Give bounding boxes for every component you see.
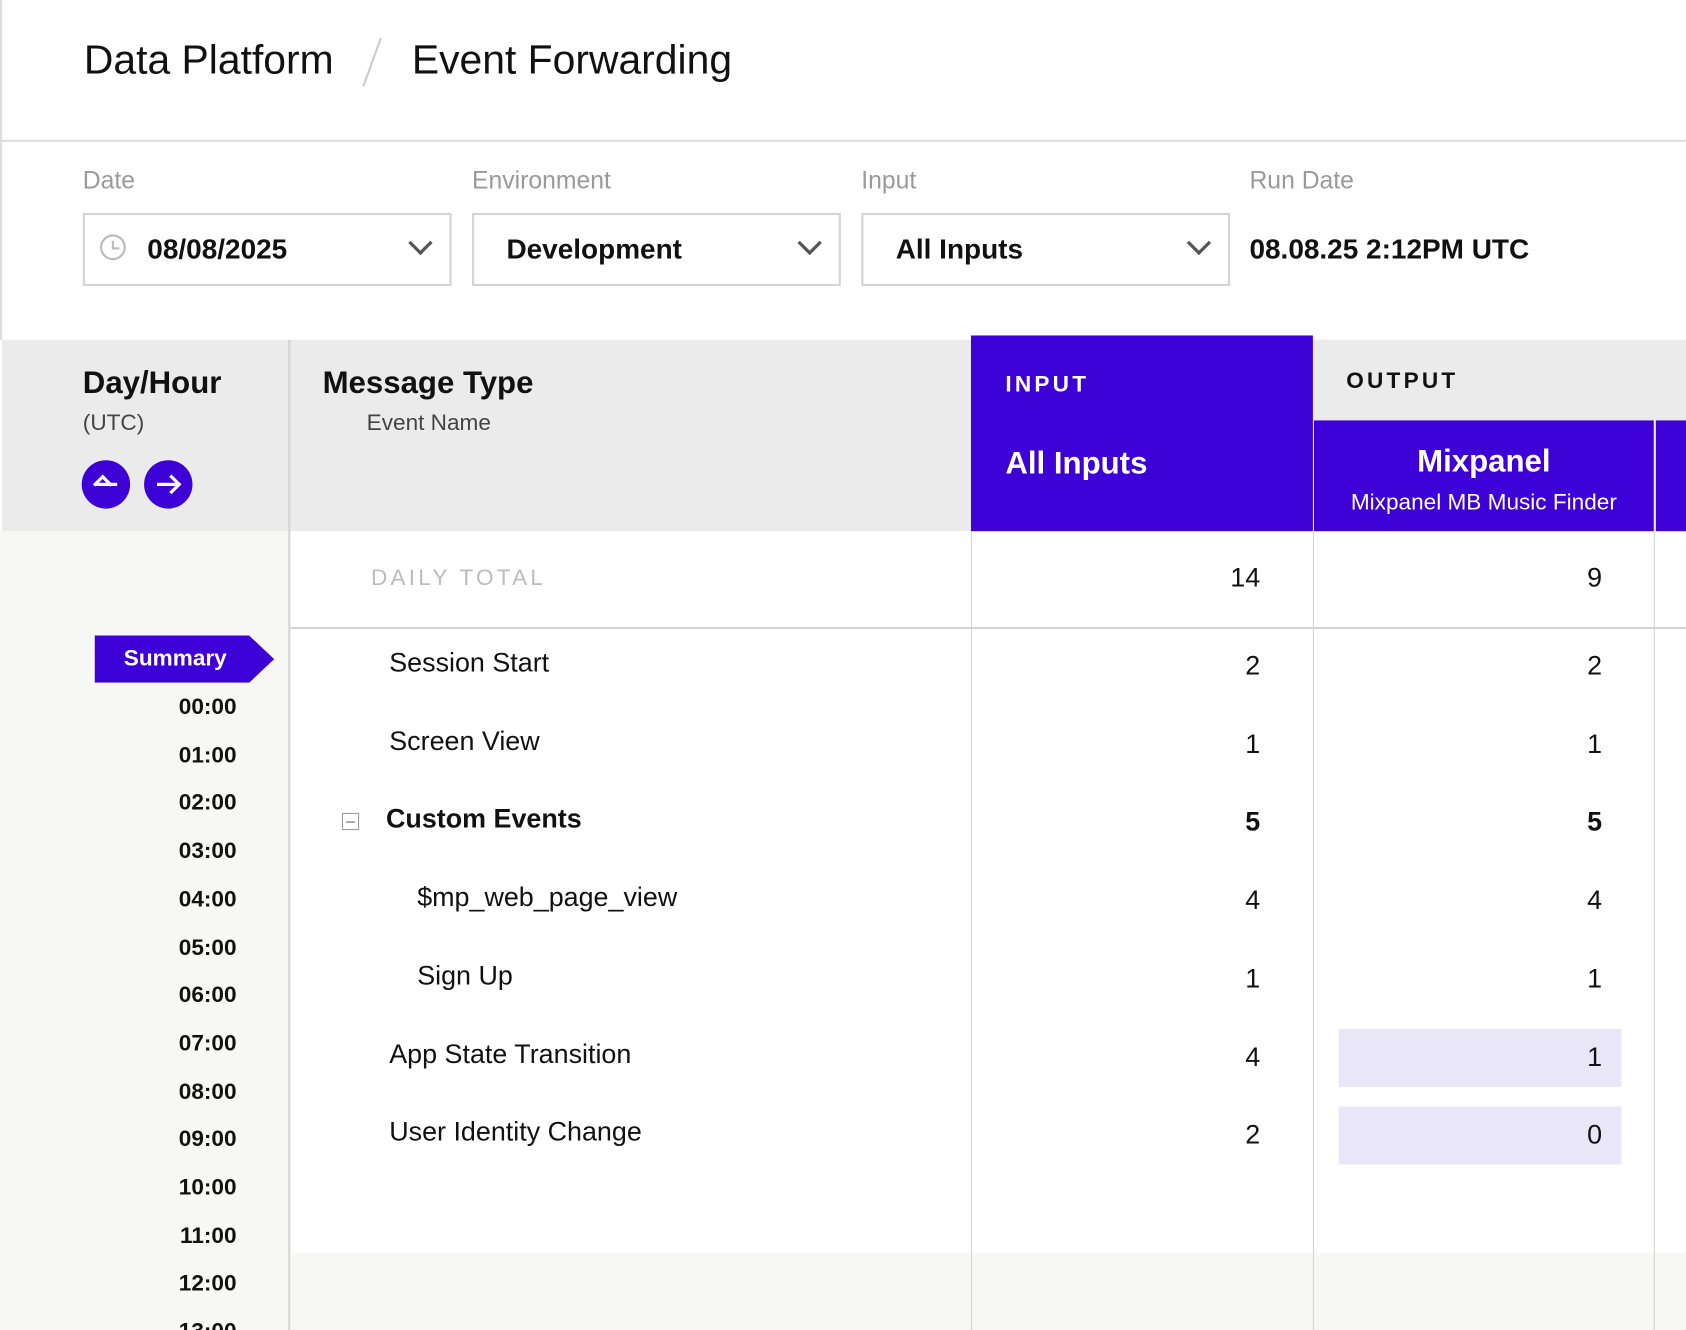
column-subtitle: (UTC) <box>82 410 145 436</box>
hour-link[interactable]: 01:00 <box>178 742 237 768</box>
event-name: Sign Up <box>417 960 513 991</box>
event-name: Screen View <box>389 726 540 757</box>
input-count: 1 <box>1245 729 1261 760</box>
column-title: Message Type <box>322 366 534 401</box>
column-divider <box>288 339 291 1330</box>
daily-total-output: 9 <box>1587 562 1603 594</box>
hour-link[interactable]: 09:00 <box>178 1127 237 1152</box>
dropdown[interactable]: All Inputs <box>861 212 1231 287</box>
output-count: 4 <box>1587 885 1603 916</box>
collapse-minus <box>346 821 355 823</box>
header-divider <box>0 139 1686 142</box>
output-header <box>1655 420 1686 532</box>
column-divider <box>1653 531 1655 1330</box>
hour-link[interactable]: 03:00 <box>178 838 237 864</box>
event-name: App State Transition <box>389 1038 632 1069</box>
filter-label: Input <box>861 166 917 195</box>
hour-link[interactable]: 04:00 <box>178 886 237 912</box>
column-divider <box>970 531 973 1330</box>
hour-link[interactable]: 10:00 <box>178 1175 237 1200</box>
dropdown-value: 08/08/2025 <box>147 232 288 266</box>
hour-link[interactable]: 05:00 <box>178 934 237 960</box>
collapse-toggle[interactable] <box>341 813 360 831</box>
output-count: 1 <box>1587 963 1603 994</box>
filter-label: Environment <box>472 166 611 195</box>
dropdown-value: Development <box>506 232 683 266</box>
event-name: User Identity Change <box>389 1116 642 1147</box>
event-name: Session Start <box>389 647 550 678</box>
hour-link[interactable]: 13:00 <box>0 1319 237 1330</box>
dropdown[interactable]: Development <box>472 212 841 287</box>
input-count: 4 <box>1245 885 1261 916</box>
input-header <box>970 335 1313 532</box>
input-count: 1 <box>1245 963 1261 994</box>
hour-link[interactable]: 02:00 <box>178 790 237 816</box>
breadcrumb-item: Event Forwarding <box>411 38 733 84</box>
filter-label: Date <box>82 166 136 195</box>
input-count: 2 <box>1245 1120 1261 1151</box>
body-bottom-bg <box>290 1252 1686 1330</box>
output-name: Mixpanel <box>1417 444 1551 480</box>
output-subtitle: Mixpanel MB Music Finder <box>1350 490 1617 516</box>
chevron <box>408 230 433 256</box>
clock-hand <box>112 247 120 250</box>
clock-icon <box>99 234 126 261</box>
breadcrumb-separator <box>362 37 382 87</box>
left-border <box>0 0 3 340</box>
input-count: 4 <box>1245 1041 1261 1073</box>
arrow-head <box>92 474 113 495</box>
output-header <box>1313 420 1654 532</box>
output-count: 0 <box>1587 1120 1603 1151</box>
clock-hand <box>111 240 114 250</box>
arrow-head <box>161 474 182 495</box>
group-label: INPUT <box>1005 372 1090 397</box>
chevron <box>1186 230 1212 256</box>
input-name: All Inputs <box>1005 446 1148 482</box>
summary-tag[interactable]: Summary <box>94 635 275 683</box>
event-name: $mp_web_page_view <box>417 882 678 913</box>
hour-link[interactable]: 06:00 <box>178 982 237 1008</box>
summary-label: Summary <box>123 646 227 671</box>
highlight-cell <box>1338 1106 1622 1165</box>
row-divider <box>290 626 1686 630</box>
arrow-right-button[interactable] <box>144 460 193 509</box>
arrow-shaft <box>156 482 180 487</box>
input-count: 2 <box>1245 651 1261 682</box>
daily-total-label: DAILY TOTAL <box>370 565 547 591</box>
group-label: OUTPUT <box>1346 368 1459 394</box>
hour-link[interactable]: 11:00 <box>180 1223 237 1249</box>
breadcrumb-item: Data Platform <box>83 38 334 84</box>
output-count: 1 <box>1587 729 1603 760</box>
daily-total-input: 14 <box>1230 562 1261 594</box>
input-count: 5 <box>1245 807 1261 838</box>
dropdown[interactable]: 08/08/2025 <box>82 212 452 287</box>
output-count: 5 <box>1587 807 1603 838</box>
column-divider <box>1312 531 1314 1330</box>
column-title: Day/Hour <box>82 366 222 401</box>
output-count: 1 <box>1587 1041 1603 1073</box>
filter-label: Run Date <box>1249 166 1354 195</box>
event-name: Custom Events <box>386 804 582 835</box>
arrow-shaft <box>94 482 118 487</box>
output-count: 2 <box>1587 651 1603 682</box>
hour-link[interactable]: 00:00 <box>178 694 237 720</box>
hour-link[interactable]: 08:00 <box>178 1079 237 1104</box>
dropdown-value: All Inputs <box>895 232 1024 266</box>
arrow-left-button[interactable] <box>81 460 131 509</box>
hour-link[interactable]: 12:00 <box>178 1271 237 1297</box>
chevron <box>797 230 822 256</box>
run-date: 08.08.25 2:12PM UTC <box>1249 232 1530 266</box>
column-subtitle: Event Name <box>366 410 491 436</box>
highlight-cell <box>1338 1028 1622 1087</box>
hour-link[interactable]: 07:00 <box>178 1031 237 1056</box>
